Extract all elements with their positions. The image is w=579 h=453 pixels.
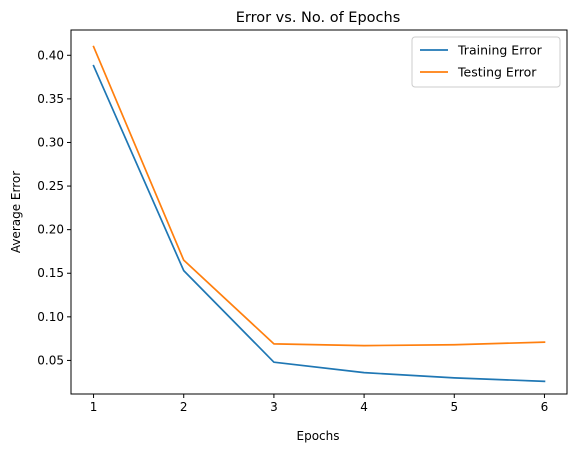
y-tick-label: 0.20 <box>37 223 64 237</box>
y-tick-label: 0.10 <box>37 310 64 324</box>
legend-label-testing-error: Testing Error <box>457 65 537 80</box>
y-tick-label: 0.05 <box>37 353 64 367</box>
y-axis-label: Average Error <box>9 171 23 253</box>
x-tick-label: 3 <box>270 400 278 414</box>
x-axis-label: Epochs <box>297 429 340 443</box>
x-tick-label: 6 <box>541 400 549 414</box>
data-point-testing-error <box>183 259 185 261</box>
series-line-training-error <box>92 64 546 383</box>
data-point-testing-error <box>363 345 365 347</box>
x-tick-label: 4 <box>360 400 368 414</box>
data-point-training-error <box>273 361 275 363</box>
data-point-training-error <box>363 372 365 374</box>
x-tick-label: 1 <box>90 400 98 414</box>
legend-label-training-error: Training Error <box>457 43 543 58</box>
y-tick-label: 0.15 <box>37 266 64 280</box>
data-point-testing-error <box>453 344 455 346</box>
data-point-testing-error <box>93 46 95 48</box>
y-tick-label: 0.25 <box>37 179 64 193</box>
y-tick-label: 0.40 <box>37 48 64 62</box>
data-point-testing-error <box>273 343 275 345</box>
series-line-testing-error <box>92 45 546 347</box>
chart-title: Error vs. No. of Epochs <box>236 10 401 26</box>
legend-box <box>411 36 561 88</box>
series-lines <box>92 45 546 383</box>
axis-ticks: 1 2 3 4 5 6 0.05 0.10 0.15 0.20 0.25 0.30 0.35 0.40 <box>37 48 548 414</box>
plot-area-frame <box>70 29 568 395</box>
y-tick-label: 0.30 <box>37 135 64 149</box>
x-tick-label: 5 <box>450 400 458 414</box>
data-point-training-error <box>544 380 546 382</box>
data-point-training-error <box>93 65 95 67</box>
y-tick-label: 0.35 <box>37 92 64 106</box>
x-tick-label: 2 <box>180 400 188 414</box>
legend: Training Error Testing Error <box>411 36 561 88</box>
data-point-testing-error <box>544 341 546 343</box>
data-point-training-error <box>453 377 455 379</box>
data-point-training-error <box>183 270 185 272</box>
